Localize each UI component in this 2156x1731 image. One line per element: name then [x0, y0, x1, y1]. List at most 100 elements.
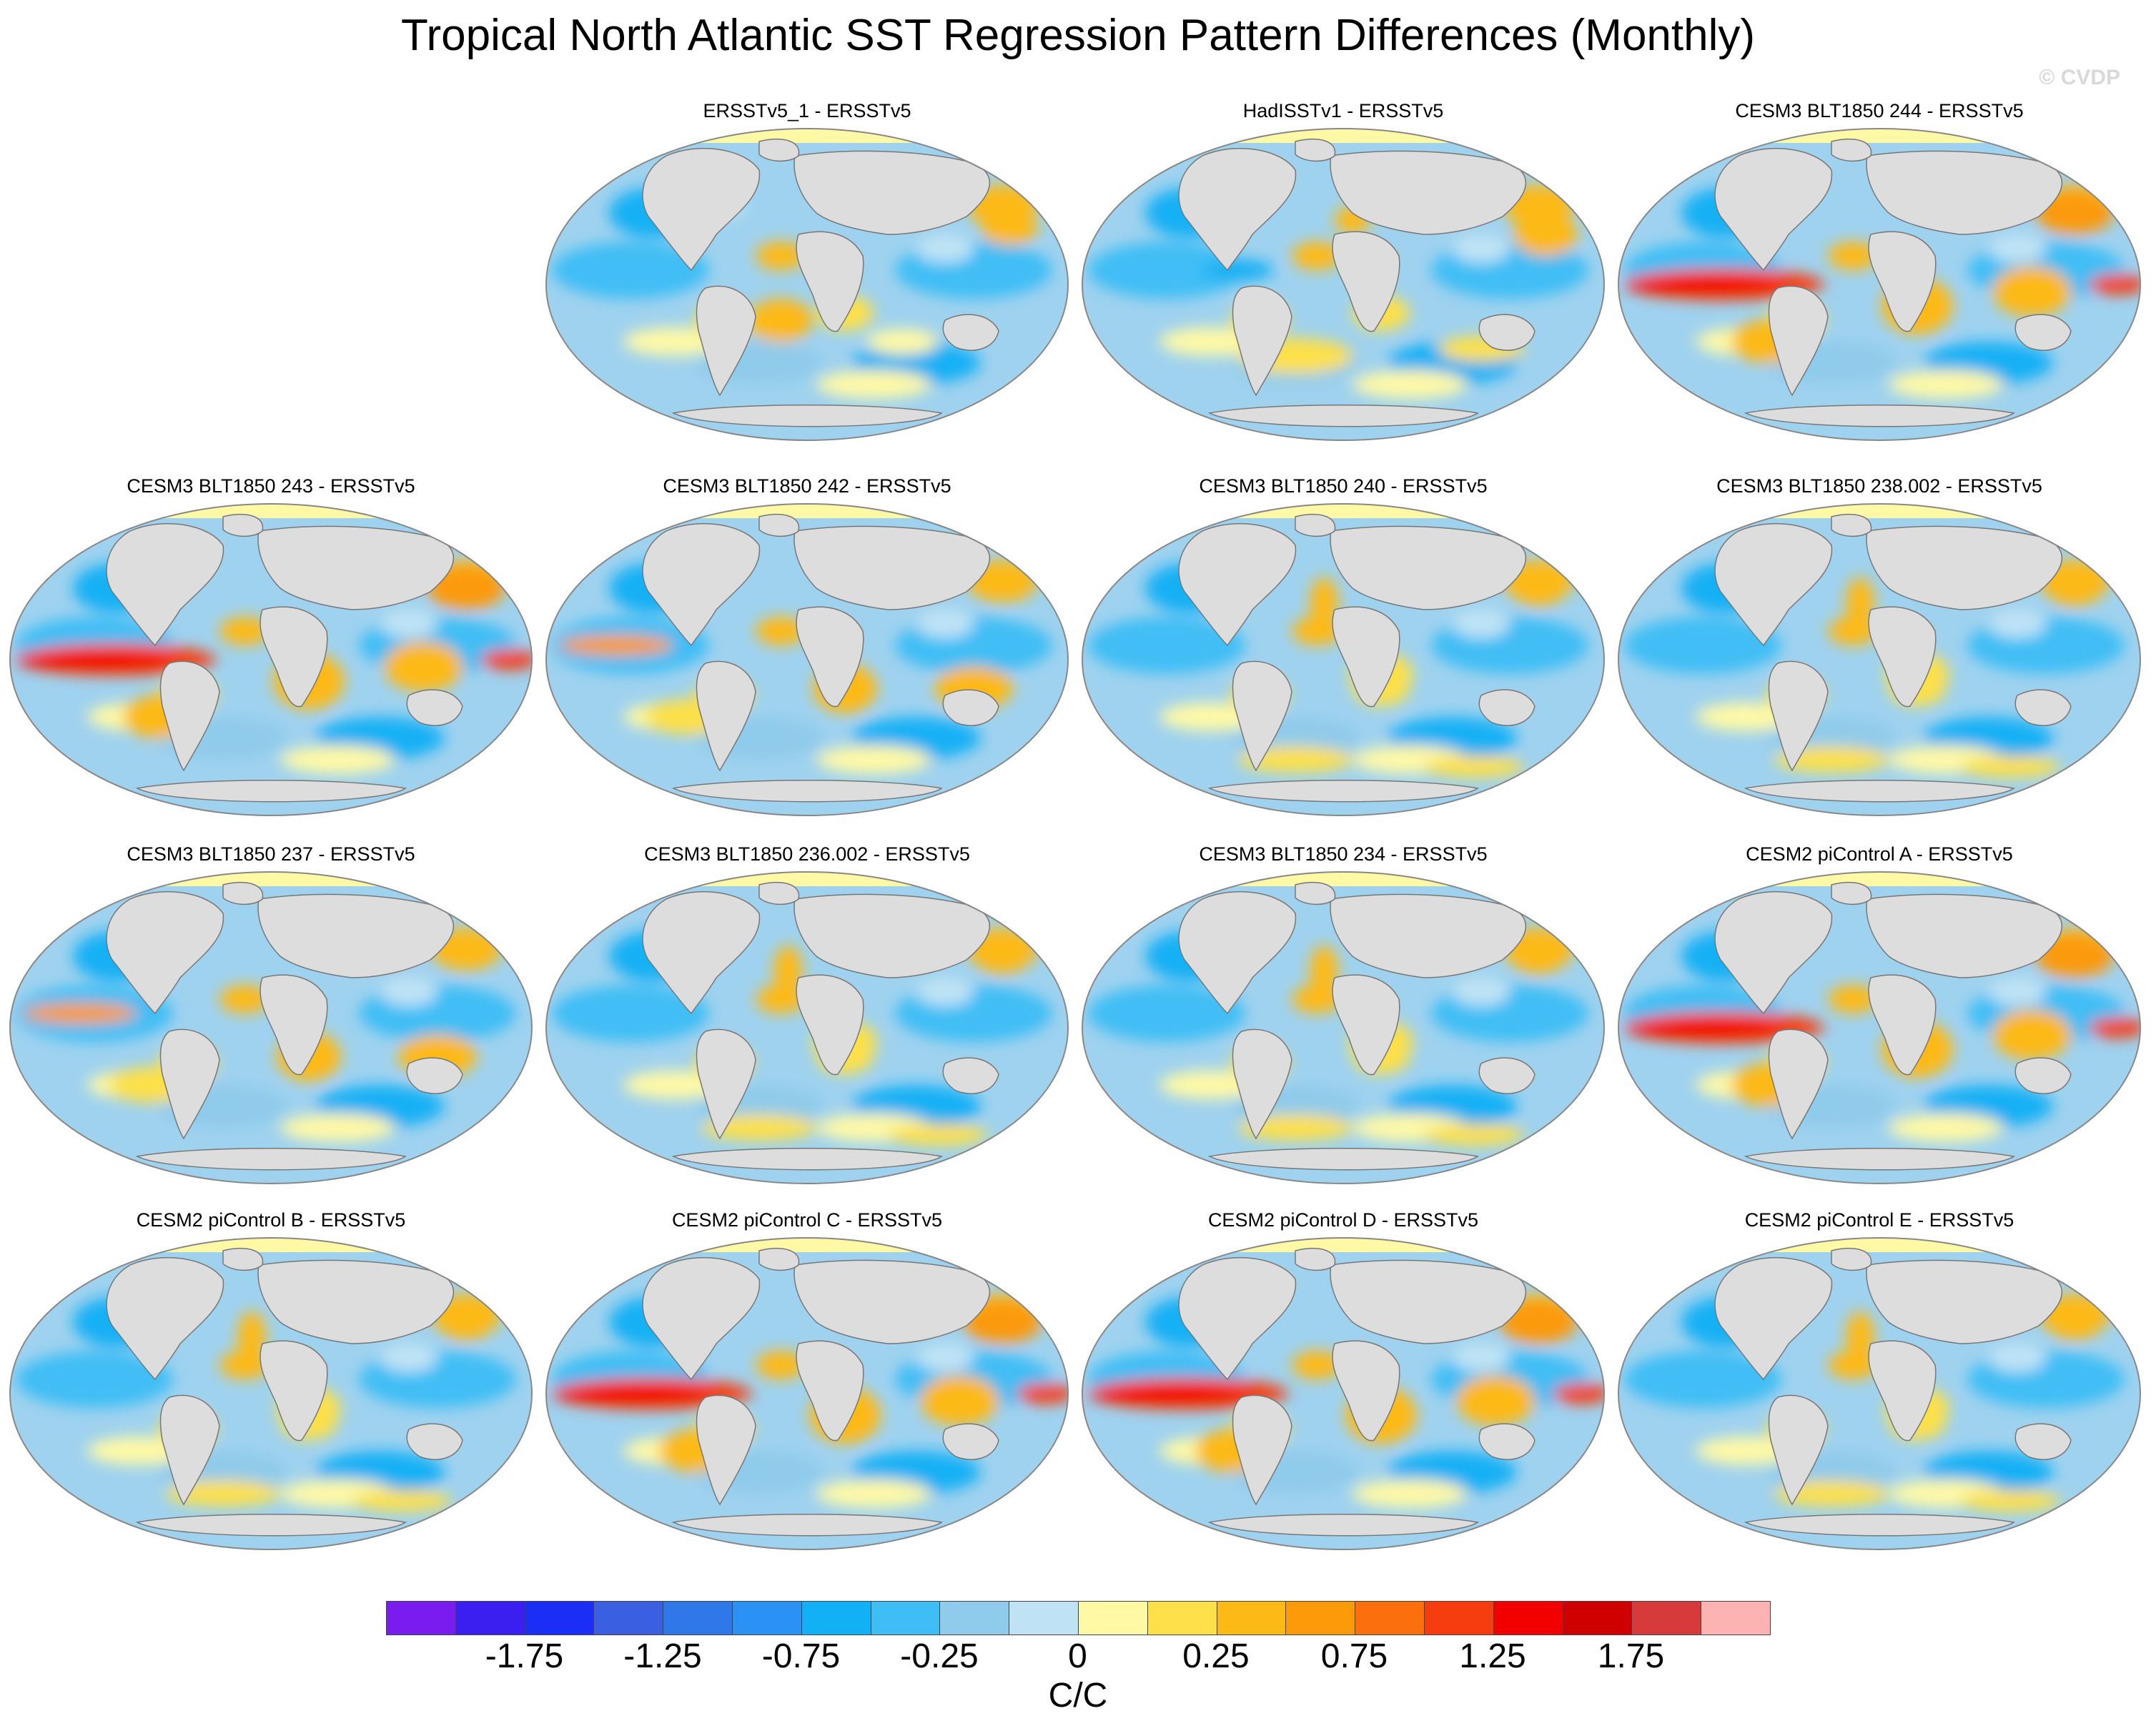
continent: [796, 1340, 864, 1442]
continent: [1478, 1423, 1536, 1460]
continent: [1330, 525, 1526, 610]
sst-anomaly-patch: [2035, 935, 2114, 978]
map-panel: CESM3 BLT1850 236.002 - ERSSTv5: [545, 843, 1069, 1186]
map-border: [1618, 128, 2141, 441]
continent: [1207, 1148, 1479, 1171]
sst-anomaly-patch: [981, 209, 1038, 245]
colorbar-ticks: -1.75 -1.25 -0.75 -0.25 0 0.25 0.75 1.25 1.75: [386, 1637, 1769, 1680]
cvdp-watermark: © CVDP: [2039, 66, 2120, 89]
sst-anomaly-patch: [1989, 1344, 2046, 1372]
continent: [1831, 138, 1872, 162]
sst-anomaly-patch: [916, 978, 974, 1006]
continent: [1207, 1514, 1479, 1537]
continent: [1768, 285, 1829, 397]
sst-anomaly-patch: [1202, 259, 1274, 281]
continent: [259, 1340, 328, 1442]
continent: [135, 1148, 407, 1171]
sst-anomaly-patch: [2046, 570, 2103, 606]
sst-anomaly-patch: [1992, 1010, 2071, 1060]
continent: [1868, 1340, 1937, 1442]
colorbar: [386, 1601, 1771, 1635]
sst-anomaly-patch: [552, 1385, 709, 1402]
continent: [1866, 525, 2062, 610]
continent: [758, 138, 800, 162]
sst-anomaly-patch: [920, 1376, 999, 1426]
sst-anomaly-patch: [1696, 703, 1796, 731]
sst-anomaly-patch: [1828, 242, 1878, 270]
sst-anomaly-patch: [1159, 703, 1260, 731]
sst-anomaly-patch: [352, 1490, 452, 1512]
arctic-band: [1618, 872, 2140, 886]
colorbar-cell: [1217, 1602, 1287, 1635]
panel-title: CESM2 piControl A - ERSSTv5: [1746, 843, 2013, 865]
sst-anomaly-patch: [380, 1344, 437, 1372]
continent: [2014, 1423, 2072, 1460]
map-border: [9, 871, 533, 1184]
arctic-band: [1082, 129, 1604, 143]
sst-anomaly-patch: [1088, 242, 1245, 299]
world-map: [545, 1237, 1069, 1550]
colorbar-cell: [801, 1602, 871, 1635]
continent: [1714, 522, 1833, 647]
world-map: [1082, 128, 1605, 441]
sst-anomaly-patch: [702, 1115, 816, 1141]
colorbar-cell: [732, 1602, 802, 1635]
world-map: [1082, 871, 1605, 1184]
sst-anomaly-patch: [1960, 756, 2060, 778]
sst-anomaly-patch: [1088, 985, 1245, 1042]
sst-anomaly-patch: [1017, 1384, 1068, 1404]
sst-anomaly-patch: [437, 1304, 495, 1340]
sst-anomaly-patch: [816, 1479, 931, 1508]
continent: [1714, 1256, 1833, 1381]
map-border: [545, 128, 1069, 441]
world-map: [1082, 503, 1605, 816]
sst-anomaly-patch: [756, 1351, 806, 1379]
continent: [1744, 780, 2015, 803]
arctic-band: [10, 1238, 532, 1252]
map-panel: CESM3 BLT1850 238.002 - ERSSTv5: [1617, 475, 2142, 818]
map-panel: CESM3 BLT1850 237 - ERSSTv5: [9, 843, 533, 1186]
continent: [259, 974, 328, 1076]
sst-anomaly-patch: [1353, 370, 1467, 399]
continent: [1478, 689, 1536, 726]
map-border: [1082, 871, 1605, 1184]
colorbar-tick-label: 0.75: [1320, 1637, 1388, 1675]
colorbar-tick-label: -0.25: [900, 1637, 979, 1675]
sst-anomaly-patch: [552, 242, 709, 299]
continent: [2014, 314, 2072, 351]
continent: [696, 285, 756, 397]
map-border: [1082, 128, 1605, 441]
sst-anomaly-patch: [773, 946, 802, 996]
continent: [642, 1256, 761, 1381]
continent: [942, 1057, 999, 1094]
sst-anomaly-patch: [1624, 1351, 1781, 1408]
panel-title: CESM3 BLT1850 243 - ERSSTv5: [127, 475, 415, 497]
colorbar-cell: [871, 1602, 941, 1635]
sst-anomaly-patch: [623, 1071, 723, 1099]
continent: [671, 1514, 943, 1537]
continent: [671, 405, 943, 427]
continent: [1332, 1340, 1400, 1442]
map-panel: CESM2 piControl B - ERSSTv5: [9, 1209, 533, 1552]
continent: [1330, 893, 1526, 978]
continent: [1868, 974, 1937, 1076]
map-border: [545, 1237, 1069, 1550]
sst-anomaly-patch: [2046, 1304, 2103, 1340]
sst-anomaly-patch: [16, 651, 173, 668]
colorbar-cell: [1701, 1602, 1770, 1635]
sst-anomaly-patch: [380, 978, 437, 1006]
continent: [758, 881, 800, 906]
continent: [1768, 1394, 1829, 1506]
continent: [159, 1028, 220, 1140]
continent: [1744, 405, 2015, 427]
sst-anomaly-patch: [1424, 756, 1524, 778]
continent: [159, 1394, 220, 1506]
continent: [1744, 1514, 2015, 1537]
sst-anomaly-patch: [974, 938, 1031, 974]
colorbar-cell: [1355, 1602, 1425, 1635]
arctic-band: [1618, 129, 2140, 143]
continent: [1295, 138, 1336, 162]
sst-anomaly-patch: [916, 1344, 974, 1372]
sst-anomaly-patch: [1310, 577, 1338, 628]
world-map: [9, 1237, 533, 1550]
